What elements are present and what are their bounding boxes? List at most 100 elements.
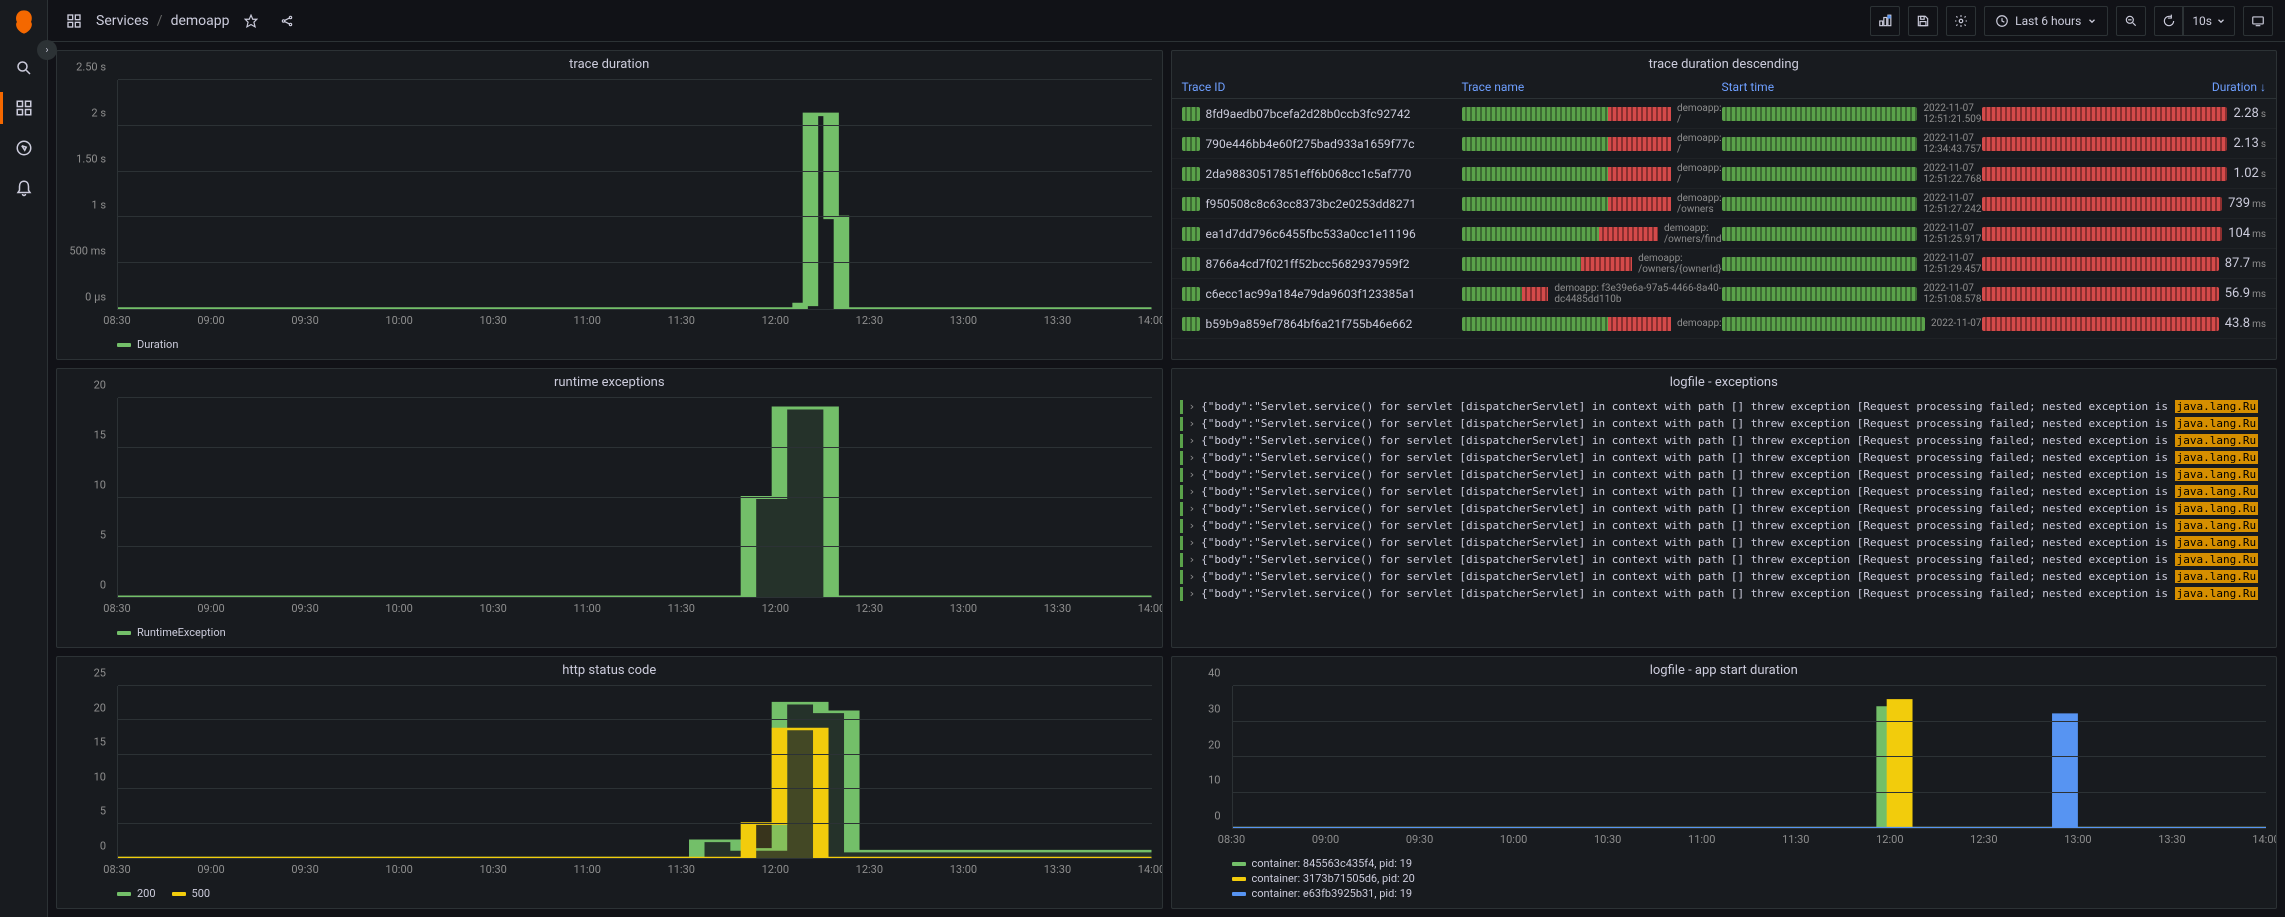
y-tick: 30 (1208, 702, 1220, 715)
expand-icon[interactable]: › (1189, 534, 1196, 551)
trace-name: demoapp: / (1677, 133, 1722, 155)
save-button[interactable] (1908, 6, 1938, 36)
log-line[interactable]: › {"body":"Servlet.service() for servlet… (1180, 585, 2269, 602)
chart-area[interactable]: 0510152025 08:3009:0009:3010:0010:3011:0… (57, 682, 1162, 883)
table-row[interactable]: 8fd9aedb07bcefa2d28b0ccb3fc92742 demoapp… (1172, 99, 2277, 129)
y-tick: 40 (1208, 667, 1220, 680)
chart-area[interactable]: 05101520 08:3009:0009:3010:0010:3011:001… (57, 394, 1162, 622)
zoom-out-button[interactable] (2116, 6, 2146, 36)
legend-item[interactable]: container: 845563c435f4, pid: 19 (1232, 857, 2267, 870)
table-row[interactable]: c6ecc1ac99a184e79da9603f123385a1 demoapp… (1172, 279, 2277, 309)
log-line[interactable]: › {"body":"Servlet.service() for servlet… (1180, 500, 2269, 517)
breadcrumb-current[interactable]: demoapp (171, 13, 230, 29)
x-tick: 11:00 (574, 863, 601, 876)
panel-title: trace duration (57, 51, 1162, 76)
y-tick: 20 (94, 701, 106, 714)
x-tick: 13:00 (950, 314, 977, 327)
x-tick: 12:00 (762, 863, 789, 876)
col-header-trace-id[interactable]: Trace ID (1182, 80, 1462, 94)
expand-icon[interactable]: › (1189, 500, 1196, 517)
log-line[interactable]: › {"body":"Servlet.service() for servlet… (1180, 517, 2269, 534)
time-range-picker[interactable]: Last 6 hours (1984, 6, 2108, 36)
col-header-duration[interactable]: Duration ↓ (1982, 80, 2267, 94)
duration-value: 739ms (2228, 196, 2266, 211)
refresh-button[interactable] (2155, 7, 2183, 35)
log-highlight: java.lang.Ru (2175, 519, 2258, 532)
log-line[interactable]: › {"body":"Servlet.service() for servlet… (1180, 432, 2269, 449)
y-tick: 15 (94, 429, 106, 442)
sidebar-item-explore[interactable] (0, 128, 48, 168)
log-line[interactable]: › {"body":"Servlet.service() for servlet… (1180, 449, 2269, 466)
breadcrumb-root[interactable]: Services (96, 13, 149, 29)
table-row[interactable]: 8766a4cd7f021ff52bcc5682937959f2 demoapp… (1172, 249, 2277, 279)
dashboards-icon[interactable] (60, 7, 88, 35)
trace-id: 8766a4cd7f021ff52bcc5682937959f2 (1206, 257, 1410, 271)
log-severity-bar (1180, 553, 1183, 567)
expand-icon[interactable]: › (1189, 551, 1196, 568)
expand-icon[interactable]: › (1189, 449, 1196, 466)
log-line[interactable]: › {"body":"Servlet.service() for servlet… (1180, 534, 2269, 551)
legend: container: 845563c435f4, pid: 19 contain… (1172, 853, 2277, 908)
chart-area[interactable]: 010203040 08:3009:0009:3010:0010:3011:00… (1172, 682, 2277, 853)
x-tick: 10:00 (1500, 833, 1527, 846)
log-line[interactable]: › {"body":"Servlet.service() for servlet… (1180, 483, 2269, 500)
log-text: {"body":"Servlet.service() for servlet [… (1201, 415, 2268, 432)
legend-label: container: e63fb3925b31, pid: 19 (1252, 887, 1413, 900)
y-tick: 0 µs (85, 291, 106, 304)
refresh-interval-picker[interactable]: 10s (2183, 6, 2234, 36)
col-header-start-time[interactable]: Start time (1722, 80, 1982, 94)
table-row[interactable]: b59b9a859ef7864bf6a21f755b46e662 demoapp… (1172, 309, 2277, 339)
table-row[interactable]: 790e446bb4e60f275bad933a1659f77c demoapp… (1172, 129, 2277, 159)
log-severity-bar (1180, 485, 1183, 499)
log-line[interactable]: › {"body":"Servlet.service() for servlet… (1180, 551, 2269, 568)
log-line[interactable]: › {"body":"Servlet.service() for servlet… (1180, 568, 2269, 585)
share-icon[interactable] (273, 7, 301, 35)
tv-mode-button[interactable] (2243, 6, 2273, 36)
log-highlight: java.lang.Ru (2175, 400, 2258, 413)
trace-name: demoapp: / (1677, 163, 1722, 185)
expand-icon[interactable]: › (1189, 398, 1196, 415)
expand-icon[interactable]: › (1189, 415, 1196, 432)
log-line[interactable]: › {"body":"Servlet.service() for servlet… (1180, 398, 2269, 415)
y-tick: 500 ms (69, 245, 106, 258)
table-row[interactable]: 2da98830517851eff6b068cc1c5af770 demoapp… (1172, 159, 2277, 189)
sidebar-item-alerting[interactable] (0, 168, 48, 208)
y-tick: 5 (100, 529, 106, 542)
x-tick: 13:30 (1044, 314, 1071, 327)
table-row[interactable]: ea1d7dd796c6455fbc533a0cc1e11196 demoapp… (1172, 219, 2277, 249)
legend-item[interactable]: RuntimeException (117, 626, 226, 639)
x-tick: 09:30 (291, 602, 318, 615)
duration-value: 56.9ms (2225, 286, 2266, 301)
table-row[interactable]: f950508c8c63cc8373bc2e0253dd8271 demoapp… (1172, 189, 2277, 219)
sidebar-item-dashboards[interactable] (0, 88, 48, 128)
legend-item[interactable]: Duration (117, 338, 178, 351)
trace-id: b59b9a859ef7864bf6a21f755b46e662 (1206, 317, 1413, 331)
expand-icon[interactable]: › (1189, 483, 1196, 500)
sidebar-item-search[interactable] (0, 48, 48, 88)
expand-icon[interactable]: › (1189, 432, 1196, 449)
legend-item[interactable]: 500 (172, 887, 211, 900)
log-text: {"body":"Servlet.service() for servlet [… (1201, 432, 2268, 449)
legend-item[interactable]: container: 3173b71505d6, pid: 20 (1232, 872, 2267, 885)
log-body[interactable]: › {"body":"Servlet.service() for servlet… (1172, 394, 2277, 647)
log-highlight: java.lang.Ru (2175, 468, 2258, 481)
legend-item[interactable]: container: e63fb3925b31, pid: 19 (1232, 887, 2267, 900)
expand-icon[interactable]: › (1189, 568, 1196, 585)
log-line[interactable]: › {"body":"Servlet.service() for servlet… (1180, 415, 2269, 432)
log-text: {"body":"Servlet.service() for servlet [… (1201, 398, 2268, 415)
add-panel-button[interactable] (1870, 6, 1900, 36)
chart-area[interactable]: 0 µs500 ms1 s1.50 s2 s2.50 s 08:3009:000… (57, 76, 1162, 334)
expand-icon[interactable]: › (1189, 466, 1196, 483)
y-tick: 25 (94, 667, 106, 680)
log-text: {"body":"Servlet.service() for servlet [… (1201, 449, 2268, 466)
star-icon[interactable] (237, 7, 265, 35)
expand-icon[interactable]: › (1189, 517, 1196, 534)
col-header-trace-name[interactable]: Trace name (1462, 80, 1722, 94)
grafana-logo[interactable] (10, 8, 38, 36)
trace-name: demoapp: / (1677, 103, 1722, 125)
expand-icon[interactable]: › (1189, 585, 1196, 602)
legend-item[interactable]: 200 (117, 887, 156, 900)
settings-button[interactable] (1946, 6, 1976, 36)
log-line[interactable]: › {"body":"Servlet.service() for servlet… (1180, 466, 2269, 483)
chevron-down-icon (2087, 16, 2097, 26)
